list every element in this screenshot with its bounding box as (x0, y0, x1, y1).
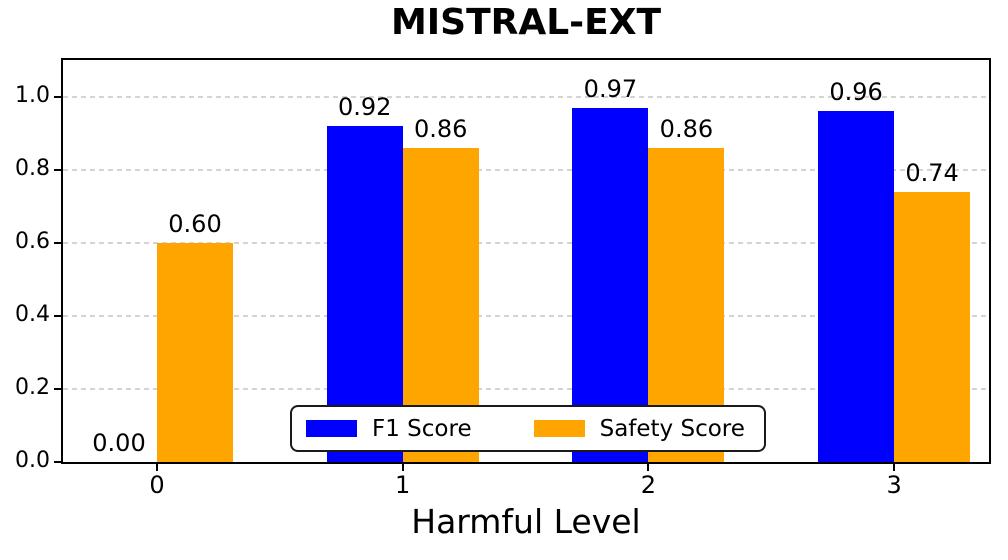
value-label-safety-score-1: 0.86 (413, 114, 468, 143)
safety-score-legend-label: Safety Score (599, 415, 745, 442)
y-tick-label-1.0: 1.0 (15, 82, 50, 108)
safety-score-legend-swatch (533, 420, 585, 437)
x-tick-2 (647, 464, 650, 471)
legend: F1 Score Safety Score (290, 405, 766, 452)
f1-score-legend-label: F1 Score (372, 415, 472, 442)
x-tick-label-3: 3 (886, 471, 902, 499)
bar-f1-score-3 (818, 111, 895, 462)
bar-safety-score-0 (157, 242, 233, 462)
gridline (63, 241, 989, 244)
value-label-f1-score-2: 0.97 (583, 74, 638, 103)
x-axis-label: Harmful Level (411, 502, 641, 541)
y-tick-0.8 (54, 168, 61, 171)
y-tick-0.6 (54, 241, 61, 244)
x-tick-0 (156, 464, 158, 471)
chart-title: MISTRAL-EXT (390, 2, 662, 43)
value-label-f1-score-1: 0.92 (337, 92, 392, 121)
y-tick-1.0 (54, 95, 61, 98)
gridline (63, 95, 989, 98)
y-tick-label-0.8: 0.8 (15, 155, 50, 181)
x-tick-3 (893, 464, 896, 471)
y-tick-label-0.0: 0.0 (15, 448, 50, 473)
y-tick-label-0.6: 0.6 (15, 228, 50, 254)
f1-score-legend-swatch (306, 420, 357, 437)
gridline (63, 387, 989, 390)
legend-item-safety-score: Safety Score (533, 415, 745, 442)
y-tick-0.4 (54, 314, 61, 317)
x-tick-label-2: 2 (640, 471, 657, 499)
x-tick-1 (401, 464, 404, 471)
x-tick-label-0: 0 (149, 471, 165, 499)
value-label-f1-score-0: 0.00 (92, 429, 146, 457)
x-tick-label-1: 1 (395, 471, 411, 499)
bar-safety-score-3 (894, 191, 971, 462)
y-tick-label-0.2: 0.2 (15, 374, 50, 400)
plot-area: F1 Score Safety Score 0.00 0.60 0.92 0.86 0.… (61, 58, 991, 464)
value-label-safety-score-2: 0.86 (659, 114, 714, 143)
gridline (63, 314, 989, 317)
gridline (63, 168, 989, 171)
legend-item-f1-score: F1 Score (306, 416, 472, 442)
value-label-safety-score-0: 0.60 (168, 209, 222, 238)
y-tick-0.2 (54, 387, 61, 390)
y-tick-label-0.4: 0.4 (15, 301, 50, 327)
bar-f1-score-2 (572, 107, 649, 462)
value-label-f1-score-3: 0.96 (829, 78, 883, 107)
y-tick-0.0 (54, 461, 61, 463)
value-label-safety-score-3: 0.74 (905, 158, 959, 187)
